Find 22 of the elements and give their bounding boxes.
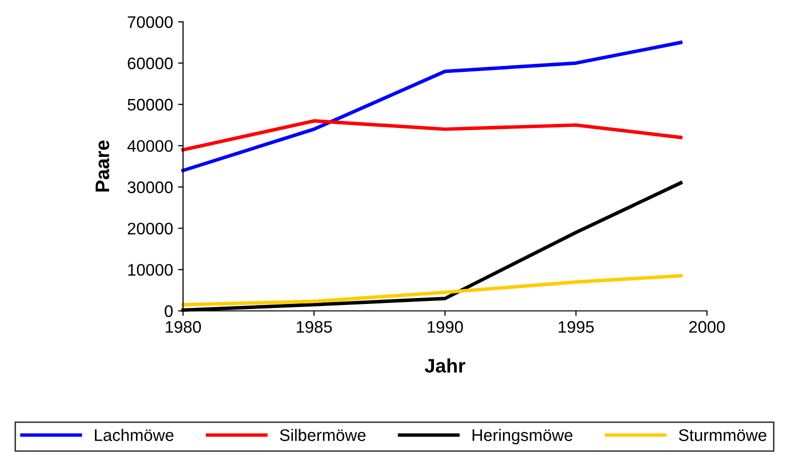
y-tick-label: 20000	[128, 222, 173, 234]
line-series	[181, 40, 682, 172]
y-tick-label: 40000	[127, 140, 173, 152]
x-tick-label: 2000	[689, 321, 725, 333]
legend-label: Silbermöwe	[280, 428, 366, 442]
x-tick-label: 1990	[428, 321, 463, 333]
y-axis-title: Paare	[96, 140, 110, 192]
y-tick-label: 0	[164, 305, 173, 318]
y-tick-label: 30000	[128, 181, 173, 194]
line-series	[181, 274, 682, 306]
legend-label: Sturmmöwe	[678, 429, 766, 442]
legend-label: Lachmöwe	[94, 428, 174, 442]
legend-label: Heringsmöwe	[472, 428, 572, 444]
y-tick-label: 70000	[128, 16, 173, 28]
x-tick-label: 1985	[296, 321, 332, 333]
y-tick-label: 50000	[128, 98, 173, 111]
x-tick-label: 1995	[558, 321, 594, 333]
y-tick-label: 10000	[128, 264, 173, 276]
x-axis-title: Jahr	[424, 358, 466, 373]
line-series	[181, 119, 682, 152]
y-tick-label: 60000	[128, 58, 173, 70]
x-tick-label: 1980	[166, 321, 201, 333]
